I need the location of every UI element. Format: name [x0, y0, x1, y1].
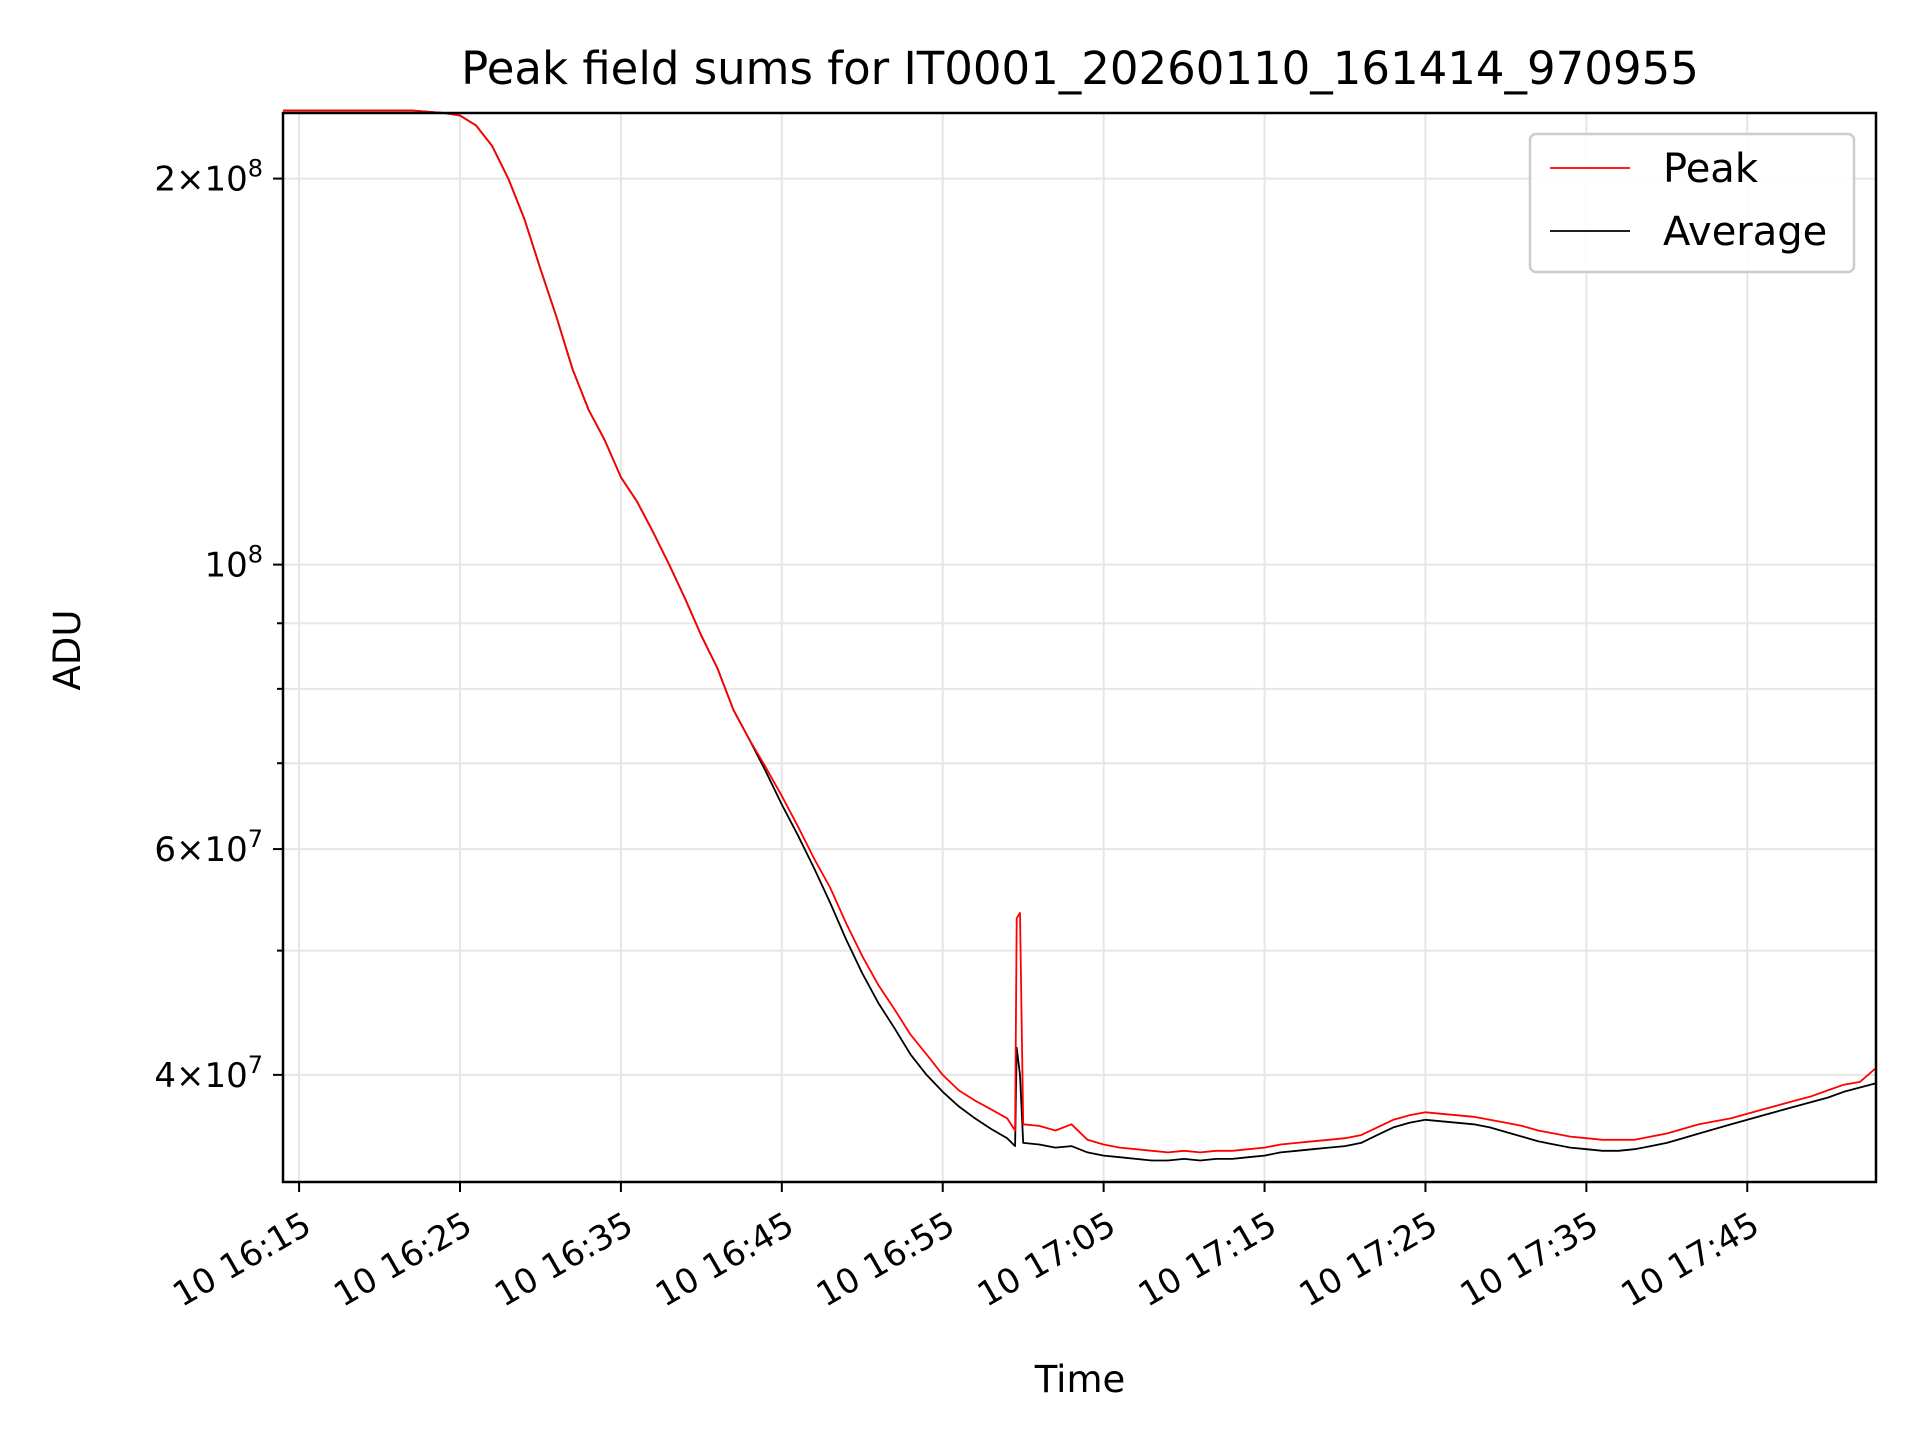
plot-frame	[281, 111, 1878, 1184]
legend-label-average: Average	[1663, 209, 1827, 255]
legend-label-peak: Peak	[1663, 146, 1759, 192]
y-tick-label: 6×107	[154, 825, 263, 870]
series-line-peak	[283, 109, 1877, 1154]
grid	[283, 113, 1876, 1182]
y-axis-label: ADU	[46, 610, 89, 691]
series-layer	[283, 109, 1877, 1162]
chart-title: Peak field sums for IT0001_20260110_1614…	[461, 42, 1699, 95]
legend: Peak Average	[1528, 132, 1856, 274]
y-tick-label: 2×108	[154, 155, 263, 200]
y-axis: 4×107 6×107 108 2×108	[154, 155, 283, 1096]
y-tick-label: 108	[204, 541, 263, 586]
y-tick-label: 4×107	[154, 1051, 263, 1096]
x-axis-label: Time	[1034, 1358, 1126, 1401]
